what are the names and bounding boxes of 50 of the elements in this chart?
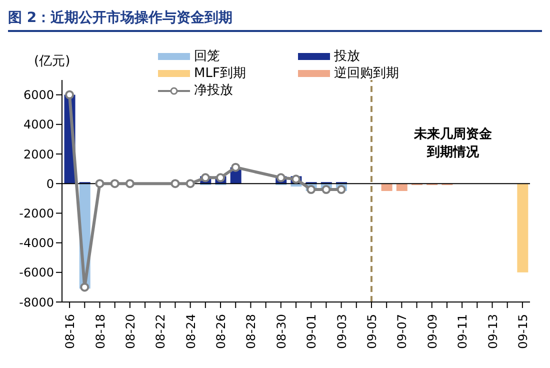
y-tick-label: -2000 <box>19 206 54 220</box>
x-tick-label: 09-07 <box>395 314 410 349</box>
x-tick-label: 08-18 <box>93 314 108 349</box>
annotation: 未来几周资金 <box>413 126 493 144</box>
legend-label: 投放 <box>334 48 360 65</box>
legend-label: 净投放 <box>194 82 233 99</box>
y-tick-label: 2000 <box>23 147 54 162</box>
x-tick-label: 09-01 <box>304 314 319 349</box>
y-tick-label: -4000 <box>19 236 54 250</box>
point <box>200 173 210 182</box>
point <box>231 162 240 172</box>
point <box>336 185 346 194</box>
point <box>276 173 286 182</box>
x-tick-label: 08-28 <box>244 314 258 349</box>
point <box>125 179 134 188</box>
x-tick-label: 09-13 <box>486 314 500 349</box>
y-tick-label: 6000 <box>23 88 54 102</box>
point <box>322 185 331 194</box>
y-tick-label: 4000 <box>23 118 54 132</box>
x-tick-label: 09-03 <box>334 314 349 349</box>
x-tick-label: 09-09 <box>425 314 440 349</box>
bar <box>517 184 528 272</box>
bar <box>396 184 408 191</box>
legend-label: MLF到期 <box>194 65 246 82</box>
point <box>95 179 104 188</box>
point <box>110 179 120 188</box>
x-tick-label: 08-16 <box>63 314 78 349</box>
x-tick-label: 09-05 <box>365 314 380 349</box>
point <box>65 90 74 100</box>
legend-label: 回笼 <box>194 48 220 65</box>
x-tick-label: 08-26 <box>214 314 228 349</box>
bar <box>381 184 392 191</box>
annotation: 到期情况 <box>426 144 480 162</box>
y-axis-title: (亿元) <box>34 53 70 70</box>
y-tick-label: 0 <box>46 176 54 191</box>
point <box>216 173 226 182</box>
x-tick-label: 09-15 <box>516 314 530 349</box>
point <box>170 179 180 188</box>
point <box>306 185 316 194</box>
x-tick-label: 08-30 <box>274 314 288 349</box>
x-tick-label: 08-20 <box>123 314 138 349</box>
y-tick-label: -8000 <box>19 295 54 310</box>
point <box>80 282 90 292</box>
x-tick-label: 09-11 <box>456 314 470 349</box>
point <box>186 179 195 188</box>
x-tick-label: 08-24 <box>184 314 198 349</box>
legend-label: 逆回购到期 <box>334 65 399 82</box>
y-tick-label: -6000 <box>19 266 54 280</box>
x-tick-label: 08-22 <box>154 314 168 349</box>
chart-title: 图 2：近期公开市场操作与资金到期 <box>8 8 542 32</box>
